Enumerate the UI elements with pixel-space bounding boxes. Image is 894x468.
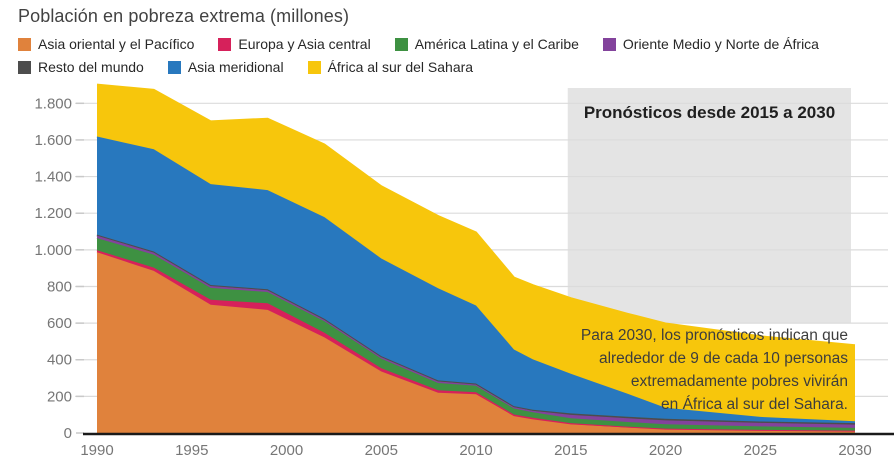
x-axis-label: 2005 [365, 442, 398, 459]
x-axis-label: 2015 [554, 442, 587, 459]
legend-item: Resto del mundo [18, 59, 144, 75]
y-axis-label: 1.200 [34, 205, 72, 222]
legend-swatch-icon [218, 37, 232, 51]
legend-swatch-icon [18, 37, 31, 51]
chart-legend: Asia oriental y el Pacífico Europa y Asia… [18, 36, 819, 82]
legend-row-2: Resto del mundo Asia meridional África al … [18, 59, 819, 75]
legend-label: Asia meridional [187, 59, 284, 75]
chart-title: Población en pobreza extrema (millones) [18, 6, 350, 26]
legend-item: Europa y Asia central [218, 36, 371, 52]
x-axis-label: 2030 [838, 442, 871, 459]
y-axis-label: 1.800 [34, 95, 72, 112]
legend-item: América Latina y el Caribe [394, 36, 579, 52]
x-axis-label: 2010 [459, 442, 492, 459]
forecast-annotation: Para 2030, los pronósticos indican que a… [580, 327, 848, 413]
x-axis-label: 2020 [649, 442, 682, 459]
forecast-box-label: Pronósticos desde 2015 a 2030 [583, 103, 836, 122]
legend-swatch-icon [167, 60, 181, 74]
legend-row-1: Asia oriental y el Pacífico Europa y Asia… [18, 36, 819, 52]
legend-item: África al sur del Sahara [307, 59, 474, 75]
y-axis-label: 0 [64, 425, 72, 442]
legend-label: África al sur del Sahara [327, 59, 474, 75]
area-series [97, 252, 855, 433]
x-axis-label: 1990 [80, 442, 113, 459]
y-axis-label: 1.600 [34, 132, 72, 149]
legend-swatch-icon [307, 60, 321, 74]
legend-swatch-icon [18, 60, 31, 74]
area-series [97, 136, 855, 424]
legend-label: Resto del mundo [38, 59, 144, 75]
legend-swatch-icon [602, 37, 616, 51]
legend-item: Asia meridional [167, 59, 284, 75]
legend-label: Europa y Asia central [238, 36, 371, 52]
legend-label: América Latina y el Caribe [414, 36, 579, 52]
area-series [97, 238, 855, 431]
forecast-region [567, 88, 851, 324]
legend-label: Oriente Medio y Norte de África [622, 36, 819, 52]
y-axis-label: 600 [47, 315, 72, 332]
legend-swatch-icon [394, 37, 408, 51]
x-axis-label: 2000 [270, 442, 303, 459]
area-series-edge [96, 83, 856, 347]
y-axis-label: 400 [47, 352, 72, 369]
y-axis-label: 1.000 [34, 242, 72, 259]
x-axis-label: 1995 [175, 442, 208, 459]
y-axis-label: 200 [47, 388, 72, 405]
legend-item: Asia oriental y el Pacífico [18, 36, 194, 52]
legend-item: Oriente Medio y Norte de África [602, 36, 819, 52]
area-series [97, 84, 855, 422]
legend-label: Asia oriental y el Pacífico [38, 36, 195, 52]
y-axis-label: 800 [47, 278, 72, 295]
x-axis-label: 2025 [744, 442, 777, 459]
y-axis-label: 1.400 [34, 169, 72, 186]
